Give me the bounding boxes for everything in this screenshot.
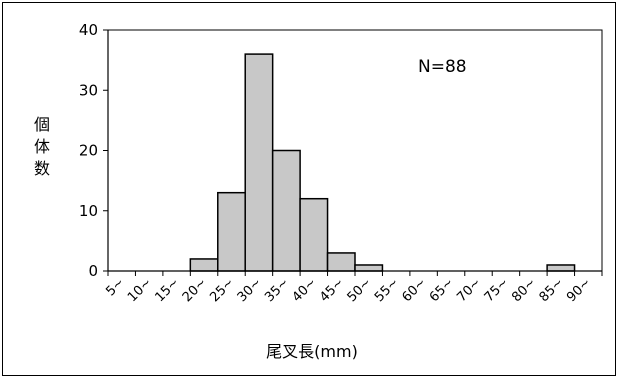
x-tick-label: 70~ — [454, 275, 484, 305]
x-tick-label: 55~ — [372, 275, 402, 305]
y-axis: 0 10 20 30 40 — [79, 21, 109, 280]
x-tick-label: 35~ — [262, 275, 292, 305]
bars-group — [189, 53, 576, 272]
x-tick-label: 20~ — [180, 275, 210, 305]
y-tick-label: 10 — [79, 202, 98, 220]
y-axis-title-char: 体 — [34, 137, 50, 156]
x-tick-label: 25~ — [207, 275, 237, 305]
bar-25~ — [217, 191, 246, 272]
x-tick-label: 60~ — [399, 275, 429, 305]
x-tick-label: 75~ — [482, 275, 512, 305]
y-tick-label: 0 — [88, 262, 98, 280]
bar-85~ — [546, 264, 576, 272]
sample-size-annotation: N=88 — [418, 57, 467, 77]
bar-20~ — [189, 258, 219, 272]
bar-50~ — [354, 264, 384, 272]
y-tick-label: 30 — [79, 81, 98, 99]
x-tick-label: 5~ — [103, 275, 127, 299]
x-tick-label: 10~ — [125, 275, 155, 305]
chart-frame — [2, 2, 616, 376]
plot-border — [107, 29, 603, 272]
x-tick-label: 90~ — [564, 275, 594, 305]
x-tick-label: 40~ — [290, 275, 320, 305]
y-axis-title-char: 数 — [34, 159, 50, 178]
bar-40~ — [299, 197, 329, 272]
x-tick-label: 85~ — [537, 275, 567, 305]
bar-35~ — [271, 149, 301, 272]
bar-30~ — [244, 53, 274, 272]
x-tick-label: 45~ — [317, 275, 347, 305]
y-tick-label: 40 — [79, 21, 98, 39]
x-tick-label: 65~ — [427, 275, 457, 305]
y-axis-title-char: 個 — [34, 115, 50, 134]
plot-area — [107, 29, 603, 272]
x-tick-label: 80~ — [509, 275, 539, 305]
y-tick-label: 20 — [79, 142, 98, 160]
x-axis-title: 尾叉長(mm) — [266, 342, 358, 361]
x-axis: 5~10~15~20~25~30~35~40~45~50~55~60~65~70… — [103, 270, 603, 305]
x-tick-label: 50~ — [345, 275, 375, 305]
bar-45~ — [326, 252, 356, 272]
y-axis-title: 個体数 — [34, 115, 50, 178]
x-tick-label: 30~ — [235, 275, 265, 305]
x-tick-label: 15~ — [152, 275, 182, 305]
